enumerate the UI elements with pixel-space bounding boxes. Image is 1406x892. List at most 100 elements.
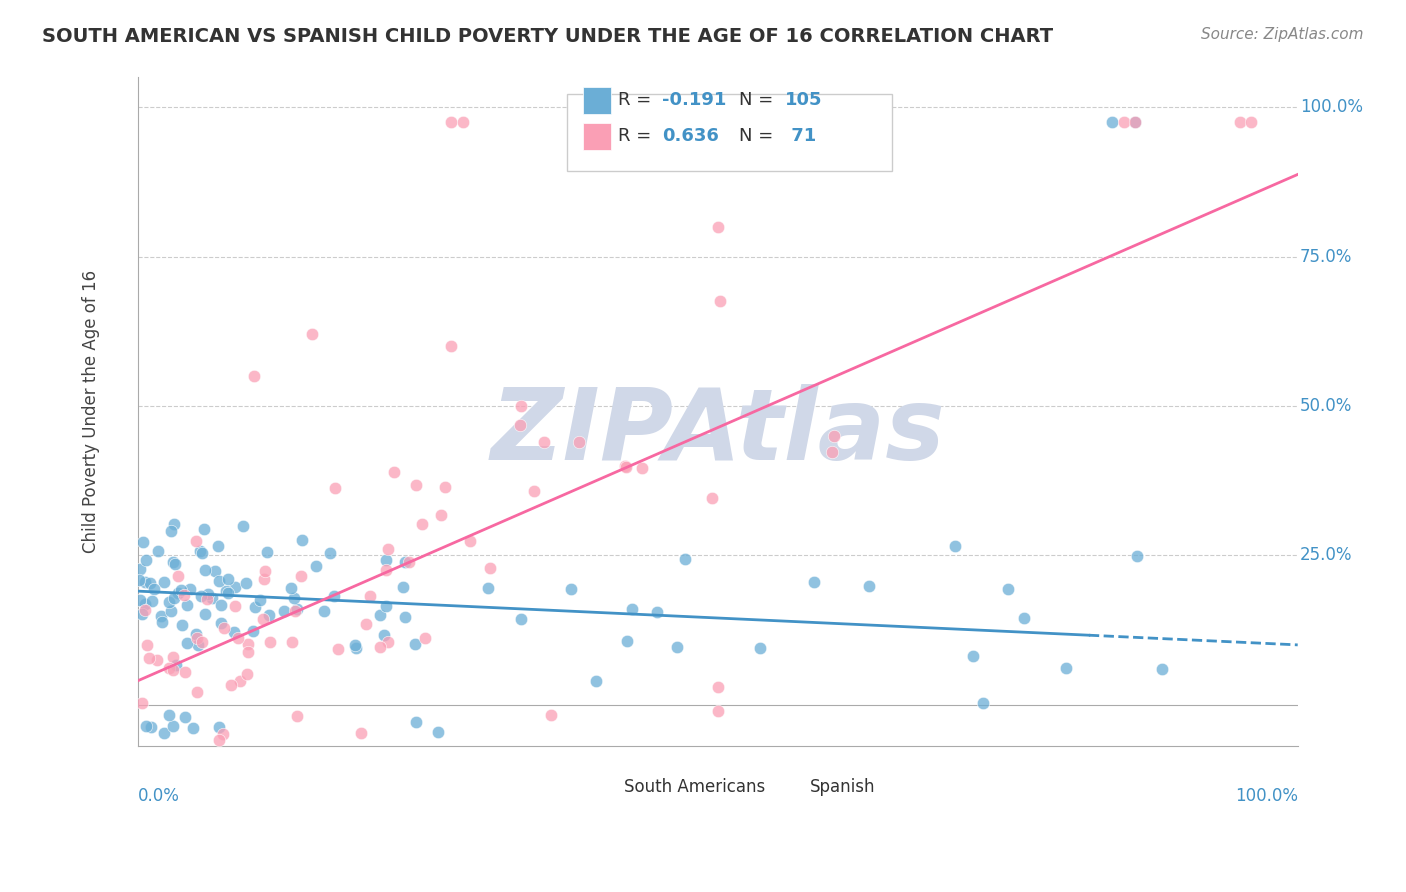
Point — [163, 591, 186, 605]
Point — [283, 591, 305, 605]
Point — [405, 478, 427, 492]
Text: 100.0%: 100.0% — [1234, 787, 1298, 805]
Text: South Americans: South Americans — [624, 778, 765, 796]
Point — [440, 115, 463, 129]
Point — [434, 480, 457, 494]
Point — [707, 680, 730, 694]
Point — [430, 508, 453, 522]
Point — [328, 642, 350, 657]
Point — [259, 635, 281, 649]
Point — [190, 634, 212, 648]
Point — [344, 641, 367, 656]
Point — [167, 586, 190, 600]
Point — [183, 721, 205, 735]
Point — [226, 631, 249, 645]
Point — [823, 429, 845, 443]
Point — [165, 658, 187, 673]
Point — [224, 599, 246, 614]
Point — [319, 545, 342, 559]
Text: Child Poverty Under the Age of 16: Child Poverty Under the Age of 16 — [83, 270, 100, 554]
Point — [134, 597, 156, 611]
Point — [129, 593, 152, 607]
Point — [350, 726, 373, 740]
Point — [187, 639, 209, 653]
Point — [201, 591, 224, 606]
Text: R =: R = — [619, 90, 657, 109]
Point — [373, 628, 395, 642]
Point — [128, 573, 150, 587]
Text: SOUTH AMERICAN VS SPANISH CHILD POVERTY UNDER THE AGE OF 16 CORRELATION CHART: SOUTH AMERICAN VS SPANISH CHILD POVERTY … — [42, 27, 1053, 45]
Point — [1054, 661, 1077, 675]
Point — [173, 665, 195, 679]
Point — [1240, 115, 1263, 129]
Point — [236, 636, 259, 650]
Text: 50.0%: 50.0% — [1301, 397, 1353, 415]
Point — [138, 651, 160, 665]
Point — [630, 461, 652, 475]
Point — [197, 587, 219, 601]
Point — [343, 638, 366, 652]
FancyBboxPatch shape — [567, 95, 891, 171]
Point — [211, 727, 233, 741]
Point — [382, 465, 405, 479]
Point — [673, 552, 696, 566]
Point — [377, 635, 399, 649]
Point — [281, 635, 304, 649]
Point — [451, 115, 474, 129]
Point — [131, 607, 153, 621]
Point — [301, 327, 323, 342]
Point — [217, 586, 239, 600]
Point — [375, 552, 398, 566]
Point — [160, 603, 183, 617]
Point — [997, 582, 1019, 597]
Point — [285, 709, 308, 723]
Point — [368, 607, 391, 622]
Point — [157, 707, 180, 722]
Text: Source: ZipAtlas.com: Source: ZipAtlas.com — [1201, 27, 1364, 42]
Point — [174, 710, 197, 724]
Point — [184, 534, 207, 549]
Text: N =: N = — [738, 90, 779, 109]
Point — [702, 491, 724, 505]
Point — [616, 634, 638, 648]
Point — [208, 574, 231, 588]
Point — [477, 581, 499, 595]
Text: 100.0%: 100.0% — [1301, 98, 1362, 116]
Point — [533, 434, 555, 449]
Point — [186, 631, 208, 645]
Point — [392, 580, 415, 594]
FancyBboxPatch shape — [583, 123, 612, 150]
Text: R =: R = — [619, 128, 657, 145]
Point — [191, 546, 214, 560]
Point — [707, 704, 730, 718]
Point — [229, 674, 252, 689]
Point — [509, 399, 531, 413]
Text: N =: N = — [738, 128, 779, 145]
Point — [131, 696, 153, 710]
Point — [560, 582, 582, 596]
Point — [176, 636, 198, 650]
Point — [458, 534, 481, 549]
Point — [972, 697, 994, 711]
Point — [291, 533, 314, 548]
Point — [236, 667, 259, 681]
Point — [162, 649, 184, 664]
Point — [232, 519, 254, 533]
Point — [134, 603, 156, 617]
Point — [162, 663, 184, 677]
Point — [285, 602, 308, 616]
Point — [368, 640, 391, 654]
Point — [748, 641, 770, 656]
Text: 71: 71 — [785, 128, 817, 145]
Point — [280, 581, 302, 595]
Point — [253, 564, 276, 578]
Point — [129, 562, 152, 576]
Point — [159, 524, 181, 538]
Point — [166, 568, 188, 582]
Point — [162, 555, 184, 569]
Point — [479, 561, 502, 575]
Point — [142, 582, 165, 597]
Point — [208, 733, 231, 747]
Point — [253, 572, 276, 586]
Point — [273, 604, 295, 618]
